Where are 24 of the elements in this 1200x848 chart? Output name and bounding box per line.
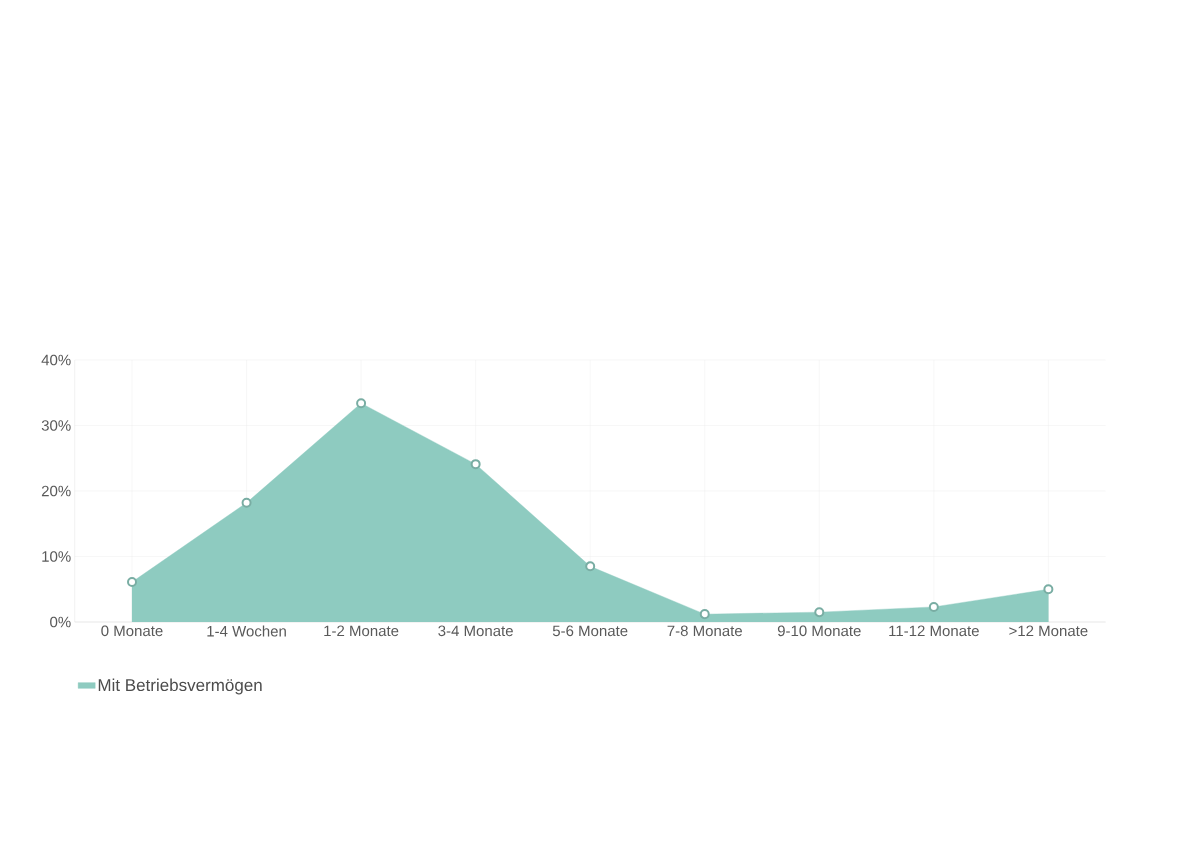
x-tick-label: 1-4 Wochen: [207, 625, 286, 637]
x-tick-label: 0 Monate: [101, 625, 163, 637]
x-tick-label: 1-2 Monate: [324, 625, 399, 637]
point: [241, 497, 252, 508]
point: [928, 601, 939, 612]
point: [470, 459, 481, 470]
y-tick-label: 40%: [41, 354, 71, 366]
y-tick-label: 30%: [41, 420, 71, 431]
point: [356, 398, 367, 409]
x-tick-label: 5-6 Monate: [552, 625, 628, 637]
x-tick-label: 11-12 Monate: [889, 625, 979, 637]
point: [699, 609, 710, 620]
point: [1043, 584, 1054, 595]
point: [127, 577, 138, 588]
x-tick-label: 7-8 Monate: [667, 625, 742, 637]
x-tick-label: 9-10 Monate: [777, 625, 861, 637]
y-tick-label: 10%: [42, 551, 71, 562]
x-tick-label: >12 Monate: [1009, 625, 1088, 637]
x-tick-label: 3-4 Monate: [438, 625, 513, 637]
y-tick-label: 20%: [41, 485, 71, 497]
point: [814, 607, 825, 618]
legend-label: Mit Betriebsvermögen: [98, 678, 262, 695]
y-tick-label: 0%: [50, 616, 71, 628]
point: [585, 561, 596, 572]
